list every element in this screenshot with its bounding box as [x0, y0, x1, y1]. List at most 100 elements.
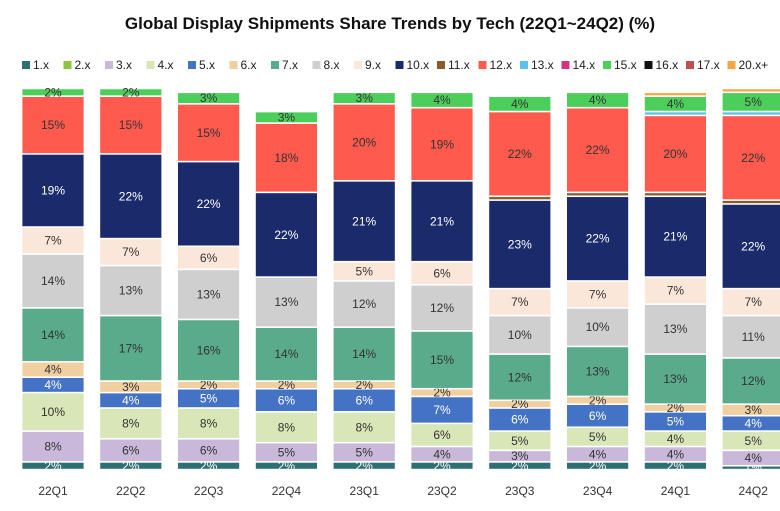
- data-label-24q1-6-x: 2%: [667, 401, 685, 415]
- data-label-22q1-3-x: 8%: [44, 440, 62, 454]
- bar-segment-23q1-4-x: [332, 411, 396, 443]
- bar-segment-24q2-13-x: [721, 111, 780, 116]
- bar-segment-23q4-3-x: [566, 446, 629, 462]
- legend-label-6-x: 6.x: [241, 58, 257, 72]
- x-tick-label-22q4: 22Q4: [272, 484, 302, 498]
- data-label-23q1-8-x: 12%: [352, 297, 376, 311]
- data-label-23q1-15-x: 3%: [356, 91, 374, 105]
- data-label-22q1-12-x: 15%: [41, 118, 65, 132]
- bar-segment-22q1-6-x: [21, 361, 85, 378]
- legend-swatch-2-x: [63, 61, 72, 69]
- legend-label-3-x: 3.x: [116, 58, 132, 72]
- data-label-24q2-9-x: 7%: [745, 295, 763, 309]
- data-label-23q4-15-x: 4%: [589, 93, 607, 107]
- data-label-22q2-12-x: 15%: [119, 118, 143, 132]
- legend-label-10-x: 10.x: [407, 58, 430, 72]
- data-label-23q1-3-x: 5%: [356, 445, 374, 459]
- bar-segment-24q1-11-x: [644, 192, 707, 197]
- legend-swatch-5-x: [188, 61, 196, 69]
- x-tick-label-24q2: 24Q2: [739, 484, 769, 498]
- bar-segment-23q2-3-x: [410, 446, 474, 462]
- legend-swatch-7-x: [271, 61, 279, 69]
- data-label-24q1-3-x: 4%: [667, 447, 685, 461]
- data-label-24q2-4-x: 5%: [745, 434, 763, 448]
- data-label-22q3-3-x: 6%: [200, 443, 218, 457]
- bar-segment-24q2-11-x: [721, 200, 780, 204]
- data-label-22q2-8-x: 13%: [119, 284, 143, 298]
- x-tick-label-22q3: 22Q3: [194, 484, 224, 498]
- data-label-22q3-5-x: 5%: [200, 391, 218, 405]
- bar-segment-23q1-15-x: [332, 92, 396, 104]
- bar-segment-23q4-9-x: [566, 280, 629, 308]
- bar-segment-24q1-9-x: [644, 277, 707, 305]
- data-label-24q1-7-x: 13%: [663, 372, 687, 386]
- data-label-23q3-7-x: 12%: [508, 370, 532, 384]
- bar-segment-22q4-10-x: [254, 192, 318, 278]
- data-label-22q2-15-x: 2%: [122, 85, 140, 99]
- bar-segment-22q3-1-x: [177, 461, 241, 470]
- bar-segment-23q4-8-x: [566, 307, 629, 347]
- legend-swatch-1-x: [22, 61, 30, 69]
- data-label-23q4-8-x: 10%: [586, 320, 610, 334]
- bar-segment-22q3-8-x: [177, 269, 241, 320]
- bar-segment-23q3-4-x: [488, 431, 552, 451]
- data-label-24q1-8-x: 13%: [663, 322, 687, 336]
- data-label-23q3-6-x: 2%: [511, 397, 529, 411]
- bar-segment-23q3-9-x: [488, 288, 552, 316]
- data-label-22q4-3-x: 5%: [278, 445, 296, 459]
- bar-segment-24q1-1-x: [644, 461, 707, 470]
- legend-label-9-x: 9.x: [365, 58, 381, 72]
- data-label-22q4-15-x: 3%: [278, 110, 296, 124]
- data-label-24q2-6-x: 3%: [745, 403, 763, 417]
- data-label-23q2-12-x: 19%: [430, 137, 454, 151]
- data-label-23q2-9-x: 6%: [433, 266, 451, 280]
- legend-swatch-20-x: [727, 61, 736, 69]
- bar-segment-24q2-6-x: [721, 404, 780, 416]
- legend-label-13-x: 13.x: [531, 58, 554, 72]
- bar-segment-24q2-8-x: [721, 315, 780, 358]
- data-label-22q1-8-x: 14%: [41, 274, 65, 288]
- bar-segment-22q1-7-x: [21, 307, 85, 362]
- data-label-23q4-1-x: 2%: [589, 459, 607, 473]
- legend-label-4-x: 4.x: [158, 58, 174, 72]
- bar-segment-22q1-5-x: [21, 377, 85, 393]
- data-label-24q1-9-x: 7%: [667, 284, 685, 298]
- bar-segment-23q2-15-x: [410, 92, 474, 108]
- data-label-23q4-3-x: 4%: [589, 447, 607, 461]
- bar-segment-23q4-11-x: [566, 192, 629, 197]
- data-label-23q3-15-x: 4%: [511, 97, 529, 111]
- data-label-22q2-10-x: 22%: [119, 189, 143, 203]
- bar-segment-22q1-8-x: [21, 253, 85, 308]
- bar-segment-23q1-6-x: [332, 381, 396, 389]
- legend-label-12-x: 12.x: [490, 58, 513, 72]
- bar-segment-23q3-3-x: [488, 450, 552, 462]
- bar-segment-23q4-5-x: [566, 404, 629, 428]
- bar-segment-22q1-1-x: [21, 461, 85, 470]
- legend-label-5-x: 5.x: [199, 58, 215, 72]
- data-label-22q1-15-x: 2%: [44, 85, 62, 99]
- bar-segment-22q1-9-x: [21, 227, 85, 254]
- bar-segment-23q3-10-x: [488, 200, 552, 289]
- data-label-24q2-5-x: 4%: [745, 416, 763, 430]
- data-label-23q1-4-x: 8%: [356, 420, 374, 434]
- chart-title: Global Display Shipments Share Trends by…: [124, 14, 656, 33]
- data-label-23q2-8-x: 12%: [430, 301, 454, 315]
- bar-segment-22q4-4-x: [254, 411, 318, 443]
- legend-swatch-3-x: [105, 61, 113, 69]
- data-label-24q2-8-x: 11%: [742, 330, 765, 344]
- bar-segment-24q1-15-x: [644, 96, 707, 112]
- x-tick-label-23q4: 23Q4: [583, 484, 613, 498]
- x-tick-label-22q2: 22Q2: [116, 484, 146, 498]
- data-label-22q3-8-x: 13%: [197, 287, 221, 301]
- bar-segment-23q1-8-x: [332, 280, 396, 328]
- data-label-22q2-9-x: 7%: [122, 245, 140, 259]
- bar-segment-22q3-5-x: [177, 388, 241, 408]
- bar-segment-23q3-11-x: [488, 196, 552, 201]
- legend-label-14-x: 14.x: [573, 58, 596, 72]
- data-label-23q2-3-x: 4%: [433, 447, 451, 461]
- bar-segment-22q3-15-x: [177, 92, 241, 104]
- legend-label-11-x: 11.x: [448, 58, 470, 72]
- bar-segment-22q2-1-x: [99, 461, 163, 470]
- data-label-22q2-7-x: 17%: [119, 341, 143, 355]
